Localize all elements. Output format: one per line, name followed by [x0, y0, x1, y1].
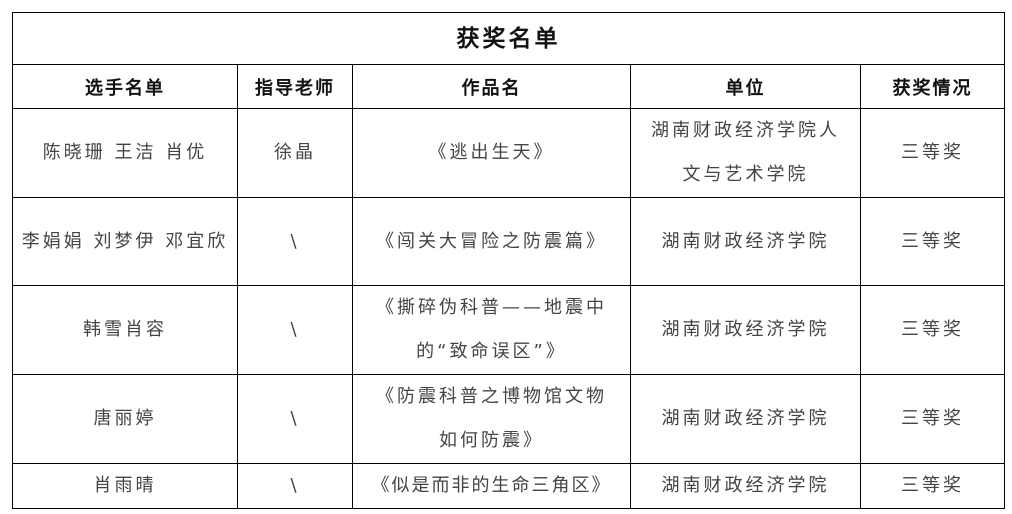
work-cell: 《闯关大冒险之防震篇》 — [352, 197, 631, 286]
unit-cell: 湖南财政经济学院 — [630, 197, 861, 286]
contestants-cell: 陈晓珊 王洁 肖优 — [12, 108, 238, 198]
header-contestants: 选手名单 — [12, 64, 238, 109]
award-cell: 三等奖 — [859, 285, 1006, 375]
table-row: 唐丽婷 \ 《防震科普之博物馆文物如何防震》 湖南财政经济学院 三等奖 — [12, 374, 1006, 464]
unit-cell: 湖南财政经济学院人文与艺术学院 — [630, 108, 861, 198]
contestants-cell: 韩雪肖容 — [12, 285, 238, 375]
table-row: 陈晓珊 王洁 肖优 徐晶 《逃出生天》 湖南财政经济学院人文与艺术学院 三等奖 — [12, 108, 1006, 198]
award-cell: 三等奖 — [859, 197, 1006, 286]
header-advisor: 指导老师 — [237, 64, 353, 109]
advisor-cell: \ — [237, 463, 353, 509]
award-cell: 三等奖 — [859, 374, 1006, 464]
table-row: 李娟娟 刘梦伊 邓宜欣 \ 《闯关大冒险之防震篇》 湖南财政经济学院 三等奖 — [12, 197, 1006, 286]
advisor-cell: \ — [237, 285, 353, 375]
work-cell: 《防震科普之博物馆文物如何防震》 — [352, 374, 631, 464]
award-cell: 三等奖 — [859, 108, 1006, 198]
unit-cell: 湖南财政经济学院 — [630, 285, 861, 375]
unit-cell: 湖南财政经济学院 — [630, 374, 861, 464]
table-row: 肖雨晴 \ 《似是而非的生命三角区》 湖南财政经济学院 三等奖 — [12, 463, 1006, 509]
work-cell: 《逃出生天》 — [352, 108, 631, 198]
contestants-cell: 肖雨晴 — [12, 463, 238, 509]
contestants-cell: 李娟娟 刘梦伊 邓宜欣 — [12, 197, 238, 286]
header-row: 选手名单 指导老师 作品名 单位 获奖情况 — [12, 64, 1006, 109]
work-cell: 《似是而非的生命三角区》 — [352, 463, 631, 509]
table-row: 韩雪肖容 \ 《撕碎伪科普——地震中的“致命误区”》 湖南财政经济学院 三等奖 — [12, 285, 1006, 375]
advisor-cell: \ — [237, 374, 353, 464]
unit-cell: 湖南财政经济学院 — [630, 463, 861, 509]
award-cell: 三等奖 — [859, 463, 1006, 509]
header-unit: 单位 — [630, 64, 861, 109]
header-work: 作品名 — [352, 64, 631, 109]
award-table: 获奖名单 选手名单 指导老师 作品名 单位 获奖情况 陈晓珊 王洁 肖优 徐晶 … — [11, 12, 1006, 509]
work-cell: 《撕碎伪科普——地震中的“致命误区”》 — [352, 285, 631, 375]
table-title: 获奖名单 — [11, 12, 1006, 65]
advisor-cell: \ — [237, 197, 353, 286]
header-award: 获奖情况 — [859, 64, 1006, 109]
contestants-cell: 唐丽婷 — [12, 374, 238, 464]
advisor-cell: 徐晶 — [237, 108, 353, 198]
